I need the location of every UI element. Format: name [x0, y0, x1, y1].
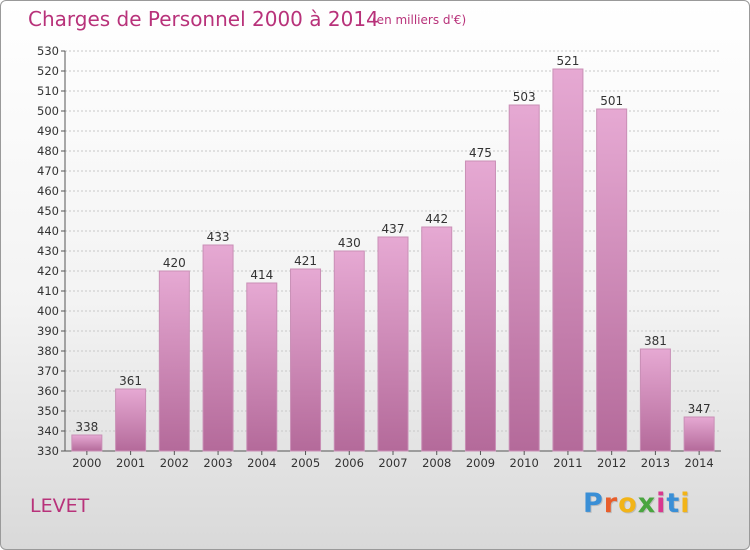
bar-2002: [158, 270, 190, 452]
x-tick-label: 2012: [597, 456, 626, 470]
y-tick-label: 520: [37, 64, 59, 78]
bar-2001: [115, 388, 147, 452]
bar-2000: [71, 434, 103, 452]
data-label: 437: [382, 222, 405, 236]
bar-2010: [508, 104, 540, 452]
bar-2003: [202, 244, 234, 452]
x-tick-label: 2003: [203, 456, 232, 470]
y-tick-label: 480: [37, 144, 59, 158]
x-tick-label: 2004: [247, 456, 276, 470]
logo-letter: o: [618, 488, 638, 519]
y-tick-label: 470: [37, 164, 59, 178]
bar-2011: [552, 68, 584, 452]
y-tick-label: 340: [37, 424, 59, 438]
y-tick-label: 490: [37, 124, 59, 138]
y-tick-label: 380: [37, 344, 59, 358]
y-tick-label: 510: [37, 84, 59, 98]
x-tick-label: 2000: [72, 456, 101, 470]
bar-2012: [596, 108, 628, 452]
y-tick-label: 430: [37, 244, 59, 258]
logo-letter: r: [603, 488, 619, 519]
y-tick-label: 500: [37, 104, 59, 118]
y-tick-label: 410: [37, 284, 59, 298]
data-label: 347: [688, 402, 711, 416]
chart-subtitle: (en milliers d'€): [372, 13, 467, 27]
x-tick-label: 2013: [641, 456, 670, 470]
bar-2013: [639, 348, 671, 452]
data-label: 414: [250, 268, 273, 282]
y-tick-label: 420: [37, 264, 59, 278]
y-tick-label: 370: [37, 364, 59, 378]
x-tick-label: 2014: [684, 456, 713, 470]
bar-2006: [333, 250, 365, 452]
y-tick-label: 350: [37, 404, 59, 418]
bar-2007: [377, 236, 409, 452]
logo-letter: x: [637, 488, 657, 519]
y-tick-label: 400: [37, 304, 59, 318]
chart-title: Charges de Personnel 2000 à 2014: [28, 7, 379, 31]
data-label: 421: [294, 254, 317, 268]
x-tick-label: 2008: [422, 456, 451, 470]
y-tick-label: 460: [37, 184, 59, 198]
data-label: 381: [644, 334, 667, 348]
logo-letter: t: [666, 488, 681, 519]
data-label: 501: [600, 94, 623, 108]
x-tick-label: 2009: [466, 456, 495, 470]
y-tick-label: 440: [37, 224, 59, 238]
x-tick-label: 2005: [291, 456, 320, 470]
x-tick-label: 2010: [510, 456, 539, 470]
bar-2014: [683, 416, 715, 452]
y-tick-label: 450: [37, 204, 59, 218]
data-label: 433: [207, 230, 230, 244]
logo-letter: i: [656, 488, 667, 519]
y-tick-label: 390: [37, 324, 59, 338]
proxiti-logo[interactable]: Proxiti: [583, 488, 691, 519]
logo-letter: i: [680, 488, 691, 519]
x-tick-label: 2006: [335, 456, 364, 470]
data-label: 442: [425, 212, 448, 226]
data-label: 338: [75, 420, 98, 434]
logo-letter: P: [583, 488, 604, 519]
bar-2004: [246, 282, 278, 452]
city-name: LEVET: [30, 495, 90, 517]
bar-2008: [421, 226, 453, 452]
y-tick-label: 330: [37, 444, 59, 458]
data-label: 361: [119, 374, 142, 388]
x-tick-label: 2007: [378, 456, 407, 470]
x-tick-label: 2002: [160, 456, 189, 470]
data-label: 420: [163, 256, 186, 270]
data-label: 521: [556, 54, 579, 68]
data-label: 503: [513, 90, 536, 104]
x-tick-label: 2011: [553, 456, 582, 470]
y-tick-label: 360: [37, 384, 59, 398]
bar-2005: [290, 268, 322, 452]
bar-2009: [464, 160, 496, 452]
data-label: 430: [338, 236, 361, 250]
y-tick-label: 530: [37, 44, 59, 58]
data-label: 475: [469, 146, 492, 160]
x-tick-label: 2001: [116, 456, 145, 470]
